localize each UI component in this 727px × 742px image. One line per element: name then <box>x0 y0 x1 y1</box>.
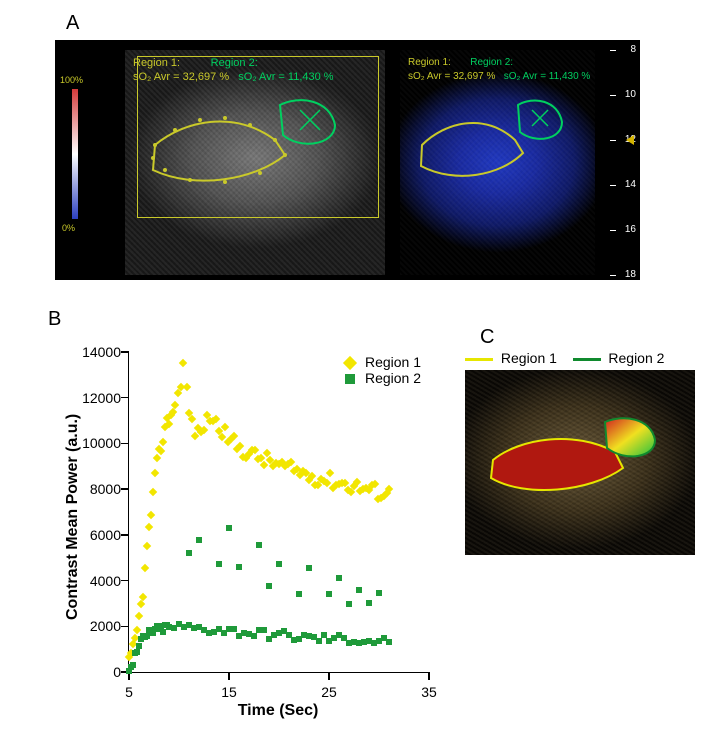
x-tick-label: 5 <box>114 684 144 700</box>
y-tick-label: 12000 <box>71 390 121 406</box>
legend-marker-region2 <box>345 374 355 384</box>
ultrasound-view-right: Region 1: Region 2: sO₂ Avr = 32,697 % s… <box>400 50 595 275</box>
data-point <box>236 564 242 570</box>
panel-c-legend: Region 1 Region 2 <box>465 350 715 366</box>
data-point <box>276 561 282 567</box>
data-point <box>135 612 143 620</box>
label-a: A <box>66 12 79 35</box>
data-point <box>160 629 166 635</box>
region1-value: sO₂ Avr = 32,697 % <box>133 71 229 83</box>
data-point <box>179 358 187 366</box>
so2-colorbar: 100% 0% <box>60 79 88 229</box>
data-point <box>346 601 352 607</box>
data-point <box>376 590 382 596</box>
data-point <box>130 662 136 668</box>
data-point <box>226 525 232 531</box>
data-point <box>256 542 262 548</box>
legend-item-region2: Region 2 <box>345 370 421 386</box>
panel-b-scatter: Region 1 Region 2 0200040006000800010000… <box>50 330 445 725</box>
data-point <box>261 627 267 633</box>
data-point <box>183 382 191 390</box>
data-point <box>153 454 161 462</box>
panel-a: 100% 0% Region 1: <box>55 40 640 280</box>
y-tick-label: 0 <box>71 664 121 680</box>
pe-colorbar-bottom: 10 <box>693 525 695 536</box>
data-point <box>356 587 362 593</box>
so2-colorbar-bar <box>72 89 78 219</box>
y-tick-label: 14000 <box>71 344 121 360</box>
depth-tick: 8 <box>606 44 636 55</box>
so2-colorbar-bottom: 0% <box>62 223 75 233</box>
data-point <box>188 415 196 423</box>
legend-item-region1: Region 1 <box>345 354 421 370</box>
depth-axis: 81012141618 <box>606 50 636 275</box>
x-tick-label: 15 <box>214 684 244 700</box>
roi-readout-left: Region 1: Region 2: sO₂ Avr = 32,697 % s… <box>133 56 334 84</box>
label-b: B <box>48 308 61 331</box>
data-point <box>366 600 372 606</box>
data-point <box>296 591 302 597</box>
data-point <box>386 639 392 645</box>
data-point <box>231 626 237 632</box>
depth-tick: 16 <box>606 224 636 235</box>
legend-label-region2-c: Region 2 <box>608 350 664 366</box>
region2-value: sO₂ Avr = 11,430 % <box>238 71 333 83</box>
data-point <box>251 633 257 639</box>
y-tick-label: 2000 <box>71 618 121 634</box>
label-c: C <box>480 326 494 349</box>
x-tick-label: 25 <box>314 684 344 700</box>
figure-root: A B C 100% 0% <box>0 0 727 742</box>
data-point <box>157 447 165 455</box>
legend-label-region1: Region 1 <box>365 354 421 370</box>
legend: Region 1 Region 2 <box>345 354 421 386</box>
legend-marker-region1 <box>343 356 357 370</box>
data-point <box>143 542 151 550</box>
data-point <box>136 643 142 649</box>
legend-label-region1-c: Region 1 <box>501 350 557 366</box>
panel-c-overlay <box>465 370 695 555</box>
data-point <box>326 469 334 477</box>
panel-c: Region 1 Region 2 3 <box>465 350 715 580</box>
data-point <box>326 591 332 597</box>
roi-readout-right: Region 1: Region 2: sO₂ Avr = 32,697 % s… <box>408 56 590 84</box>
region2-title: Region 2: <box>211 57 258 69</box>
legend-line-region2 <box>573 358 601 361</box>
data-point <box>151 469 159 477</box>
data-point <box>134 649 140 655</box>
data-point <box>147 511 155 519</box>
x-axis-title: Time (Sec) <box>128 702 428 720</box>
depth-arrow-icon <box>626 135 634 145</box>
pe-colorbar-top: 30 <box>693 394 695 405</box>
ultrasound-view-left: Region 1: Region 2: sO₂ Avr = 32,697 % s… <box>125 50 385 275</box>
plot-area: Region 1 Region 2 0200040006000800010000… <box>128 352 429 673</box>
y-axis-title: Contrast Mean Power (a.u.) <box>64 414 82 620</box>
depth-tick: 14 <box>606 179 636 190</box>
legend-label-region2: Region 2 <box>365 370 421 386</box>
data-point <box>149 488 157 496</box>
data-point <box>141 564 149 572</box>
depth-tick: 10 <box>606 89 636 100</box>
data-point <box>216 561 222 567</box>
x-tick-label: 35 <box>414 684 444 700</box>
data-point <box>266 583 272 589</box>
data-point <box>336 575 342 581</box>
so2-colorbar-top: 100% <box>60 75 83 85</box>
data-point <box>137 600 145 608</box>
data-point <box>306 565 312 571</box>
data-point <box>145 523 153 531</box>
panel-c-image: 30 10 PE [dB] <box>465 370 695 555</box>
data-point <box>196 537 202 543</box>
data-point <box>316 638 322 644</box>
data-point <box>186 550 192 556</box>
region1-title: Region 1: <box>133 57 180 69</box>
depth-tick: 18 <box>606 269 636 280</box>
legend-line-region1 <box>465 358 493 361</box>
